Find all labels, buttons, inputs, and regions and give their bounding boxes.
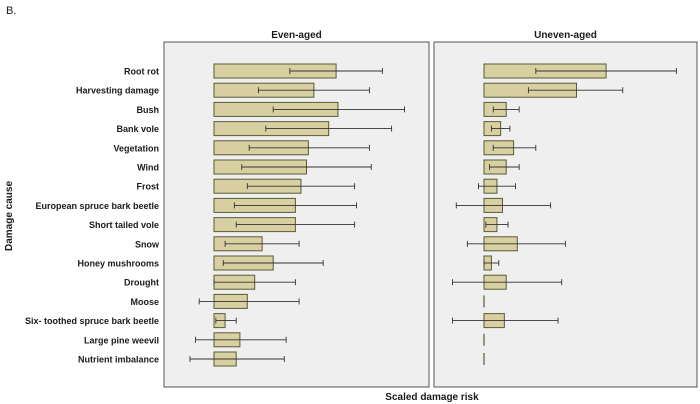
x-axis-title: Scaled damage risk xyxy=(385,392,479,403)
category-label: Wind xyxy=(137,163,159,173)
category-label: Harvesting damage xyxy=(76,86,159,96)
category-label: Snow xyxy=(135,239,160,249)
y-axis-title: Damage cause xyxy=(4,181,15,251)
figure-label: B. xyxy=(6,5,16,17)
category-label: Nutrient imbalance xyxy=(78,355,159,365)
panel-background xyxy=(433,41,698,388)
category-label: Six- toothed spruce bark beetle xyxy=(25,316,159,326)
panel-background xyxy=(163,41,430,388)
panel-title: Uneven-aged xyxy=(534,30,597,41)
panel-title: Even-aged xyxy=(271,30,322,41)
panel-even-aged: Even-aged xyxy=(163,30,430,388)
category-label: Root rot xyxy=(124,67,159,77)
category-label: Honey mushrooms xyxy=(77,259,159,269)
category-labels: Root rot Harvesting damage Bush Bank vole Ve… xyxy=(25,67,160,365)
category-label: Frost xyxy=(137,182,160,192)
panels: Even-aged Uneven-aged xyxy=(163,30,698,388)
category-label: Moose xyxy=(130,297,159,307)
category-label: Short tailed vole xyxy=(89,220,159,230)
category-label: European spruce bark beetle xyxy=(35,201,159,211)
panel-uneven-aged: Uneven-aged xyxy=(433,30,698,388)
category-label: Bush xyxy=(137,105,160,115)
category-label: Drought xyxy=(124,278,159,288)
category-label: Bank vole xyxy=(116,124,159,134)
category-label: Large pine weevil xyxy=(84,335,159,345)
category-label: Vegetation xyxy=(113,143,159,153)
